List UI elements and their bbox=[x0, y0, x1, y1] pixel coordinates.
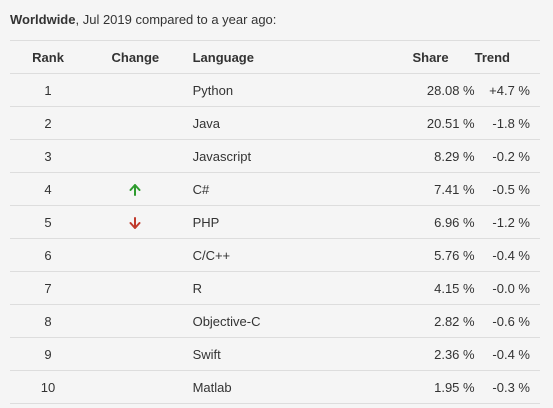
trend-cell: -1.2 % bbox=[474, 205, 540, 239]
rank-cell: 10 bbox=[10, 370, 87, 404]
language-cell: Swift bbox=[184, 337, 354, 371]
share-cell: 2.82 % bbox=[353, 304, 475, 338]
language-cell: Javascript bbox=[184, 139, 354, 173]
trend-cell: -1.8 % bbox=[474, 106, 540, 140]
trend-cell: -0.3 % bbox=[474, 370, 540, 404]
change-cell bbox=[86, 370, 185, 404]
arrow-shape bbox=[129, 217, 141, 230]
share-cell: 4.15 % bbox=[353, 271, 475, 305]
column-header: Language bbox=[184, 40, 354, 74]
column-header: Trend bbox=[474, 40, 540, 74]
change-cell bbox=[86, 139, 185, 173]
rank-cell: 8 bbox=[10, 304, 87, 338]
table-row: 8 Objective-C 2.82 % -0.6 % bbox=[10, 304, 540, 338]
column-header: Rank bbox=[10, 40, 87, 74]
change-up-arrow bbox=[129, 184, 141, 197]
rank-cell: 9 bbox=[10, 337, 87, 371]
table-row: 7 R 4.15 % -0.0 % bbox=[10, 271, 540, 305]
language-cell: Java bbox=[184, 106, 354, 140]
heading-title: Worldwide bbox=[10, 12, 76, 27]
change-down-arrow bbox=[129, 217, 141, 230]
heading: Worldwide, Jul 2019 compared to a year a… bbox=[10, 12, 276, 27]
rank-cell: 5 bbox=[10, 205, 87, 239]
rank-cell: 3 bbox=[10, 139, 87, 173]
ranking-table: Rank Change Language Share Trend 1 Python 28.0… bbox=[10, 40, 540, 404]
table-body: 1 Python 28.08 % +4.7 % 2 Java 20.51 % -1.8 % 3 J… bbox=[10, 73, 540, 404]
trend-cell: -0.4 % bbox=[474, 238, 540, 272]
share-cell: 20.51 % bbox=[353, 106, 475, 140]
trend-cell: -0.5 % bbox=[474, 172, 540, 206]
table-row: 6 C/C++ 5.76 % -0.4 % bbox=[10, 238, 540, 272]
share-cell: 7.41 % bbox=[353, 172, 475, 206]
header-row: Rank Change Language Share Trend bbox=[10, 40, 540, 74]
language-cell: C/C++ bbox=[184, 238, 354, 272]
table-row: 4 C# 7.41 % -0.5 % bbox=[10, 172, 540, 206]
share-cell: 28.08 % bbox=[353, 73, 475, 107]
change-cell bbox=[86, 238, 185, 272]
trend-cell: +4.7 % bbox=[474, 73, 540, 107]
table-row: 9 Swift 2.36 % -0.4 % bbox=[10, 337, 540, 371]
arrow-shape bbox=[129, 184, 141, 197]
heading-subtitle: , Jul 2019 compared to a year ago: bbox=[75, 12, 277, 27]
rank-cell: 2 bbox=[10, 106, 87, 140]
share-cell: 1.95 % bbox=[353, 370, 475, 404]
rank-cell: 4 bbox=[10, 172, 87, 206]
share-cell: 8.29 % bbox=[353, 139, 475, 173]
change-cell bbox=[86, 172, 185, 206]
change-cell bbox=[86, 337, 185, 371]
table-row: 5 PHP 6.96 % -1.2 % bbox=[10, 205, 540, 239]
trend-cell: -0.4 % bbox=[474, 337, 540, 371]
language-cell: R bbox=[184, 271, 354, 305]
change-cell bbox=[86, 271, 185, 305]
rank-cell: 6 bbox=[10, 238, 87, 272]
table-row: 2 Java 20.51 % -1.8 % bbox=[10, 106, 540, 140]
table-row: 3 Javascript 8.29 % -0.2 % bbox=[10, 139, 540, 173]
share-cell: 5.76 % bbox=[353, 238, 475, 272]
change-cell bbox=[86, 304, 185, 338]
rank-cell: 1 bbox=[10, 73, 87, 107]
trend-cell: -0.0 % bbox=[474, 271, 540, 305]
language-cell: Objective-C bbox=[184, 304, 354, 338]
column-header: Change bbox=[86, 40, 185, 74]
table-row: 1 Python 28.08 % +4.7 % bbox=[10, 73, 540, 107]
language-cell: PHP bbox=[184, 205, 354, 239]
change-cell bbox=[86, 73, 185, 107]
column-header: Share bbox=[353, 40, 475, 74]
change-cell bbox=[86, 205, 185, 239]
rank-cell: 7 bbox=[10, 271, 87, 305]
language-cell: Matlab bbox=[184, 370, 354, 404]
trend-cell: -0.6 % bbox=[474, 304, 540, 338]
language-cell: Python bbox=[184, 73, 354, 107]
trend-cell: -0.2 % bbox=[474, 139, 540, 173]
language-cell: C# bbox=[184, 172, 354, 206]
share-cell: 6.96 % bbox=[353, 205, 475, 239]
change-cell bbox=[86, 106, 185, 140]
table-row: 10 Matlab 1.95 % -0.3 % bbox=[10, 370, 540, 404]
share-cell: 2.36 % bbox=[353, 337, 475, 371]
